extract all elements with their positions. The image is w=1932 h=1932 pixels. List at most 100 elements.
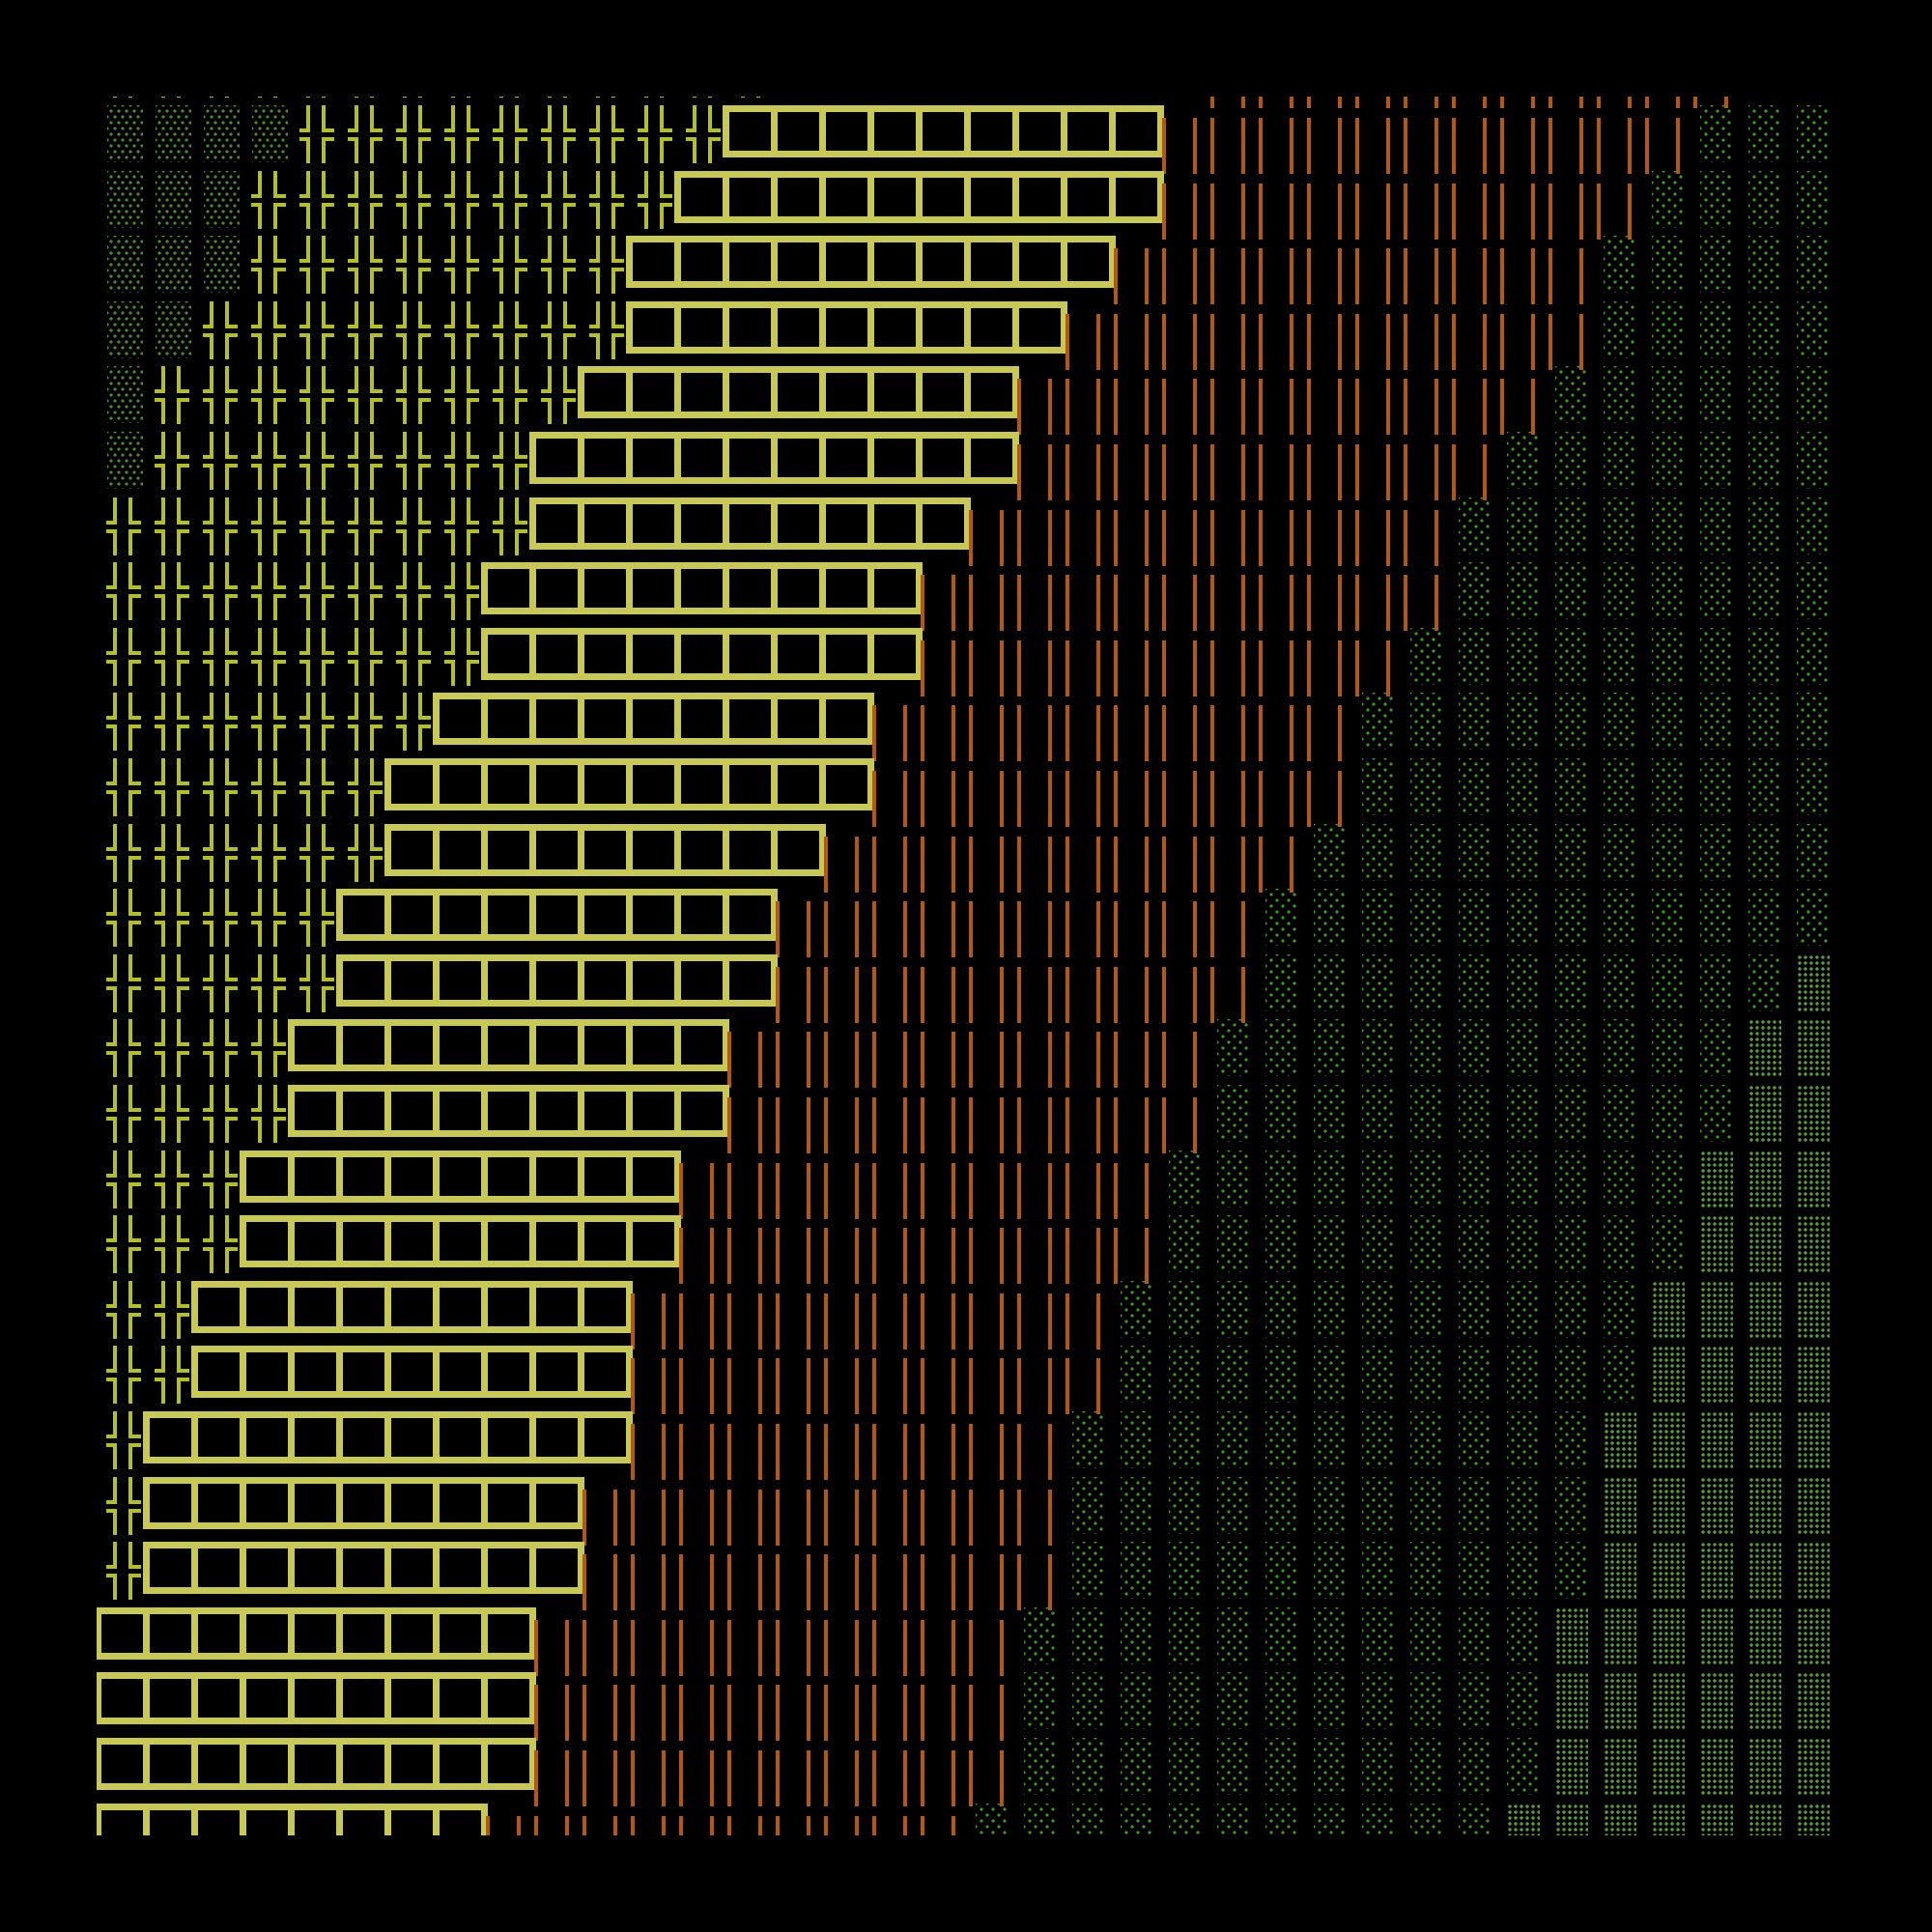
glyph-light: [1507, 624, 1555, 690]
glyph-box: [336, 1407, 396, 1473]
glyph-light: [1265, 951, 1314, 1016]
glyph-light: [1121, 1407, 1169, 1473]
glyph-orange: [824, 951, 879, 1023]
glyph-light: [1652, 167, 1700, 233]
glyph-orange: [534, 1604, 589, 1676]
glyph-box: [191, 1407, 251, 1473]
glyph-box: [916, 494, 976, 559]
glyph-orange: [1210, 820, 1265, 893]
glyph-orange: [727, 1604, 782, 1676]
glyph-light: [1362, 1800, 1410, 1835]
glyph-light: [1748, 820, 1797, 886]
glyph-orange: [1307, 558, 1362, 632]
glyph-orange: [1114, 298, 1169, 370]
glyph-orange: [776, 951, 831, 1023]
glyph-orange: [1162, 1015, 1217, 1089]
glyph-light: [1265, 1342, 1314, 1407]
glyph-box: [433, 1734, 493, 1800]
glyph-orange: [1355, 232, 1410, 305]
glyph-orange: [969, 754, 1024, 827]
glyph-orange: [1597, 167, 1652, 240]
glyph-row: [106, 428, 1835, 500]
glyph-light: [1410, 1407, 1459, 1473]
glyph-box: [240, 1734, 299, 1800]
glyph-box: [433, 689, 493, 754]
glyph-orange: [776, 1473, 831, 1546]
glyph-orange: [824, 1342, 879, 1415]
glyph-light: [1604, 1277, 1652, 1343]
glyph-light: [1072, 1407, 1121, 1473]
glyph-box: [674, 167, 734, 233]
glyph-orange: [1210, 624, 1265, 696]
glyph-orange: [921, 1015, 976, 1089]
glyph-orange: [679, 1668, 734, 1742]
glyph-light: [1121, 1473, 1169, 1539]
glyph-dense: [1748, 1211, 1797, 1277]
glyph-light: [1700, 494, 1748, 559]
glyph-box: [529, 1473, 589, 1539]
glyph-light: [1265, 1604, 1314, 1669]
glyph-orange: [872, 1147, 927, 1219]
glyph-orange: [824, 820, 879, 893]
glyph-box: [916, 428, 976, 494]
glyph-box: [481, 1734, 541, 1800]
glyph-light: [1700, 362, 1748, 428]
glyph-orange: [1017, 1015, 1072, 1089]
glyph-orange: [1162, 820, 1217, 893]
glyph-orange: [1355, 428, 1410, 500]
glyph-cross: [444, 101, 493, 167]
glyph-box: [578, 1342, 638, 1407]
glyph-orange: [727, 1342, 782, 1415]
glyph-box: [143, 1734, 203, 1800]
glyph-cross: [299, 362, 348, 428]
glyph-box: [529, 624, 589, 690]
glyph-box: [626, 362, 686, 428]
glyph-light: [1265, 1668, 1314, 1734]
glyph-orange: [727, 1147, 782, 1219]
glyph-cross: [155, 362, 203, 428]
glyph-light: [1797, 820, 1835, 886]
glyph-box: [240, 1604, 299, 1669]
glyph-shade: [155, 232, 203, 298]
glyph-cross: [203, 624, 251, 690]
glyph-orange: [727, 1015, 782, 1089]
glyph-orange: [727, 1800, 782, 1835]
glyph-light: [1555, 1277, 1604, 1343]
glyph-box: [1061, 167, 1121, 233]
glyph-orange: [631, 1407, 686, 1480]
glyph-row: [106, 754, 1835, 827]
glyph-orange: [1307, 689, 1362, 762]
glyph-shade: [106, 232, 155, 298]
glyph-cross: [251, 624, 299, 690]
glyph-light: [1700, 167, 1748, 233]
glyph-orange: [1355, 624, 1410, 696]
glyph-light: [1265, 1734, 1314, 1800]
glyph-orange: [921, 624, 976, 696]
glyph-orange: [921, 1342, 976, 1415]
glyph-orange: [679, 1342, 734, 1415]
glyph-orange: [969, 1473, 1024, 1546]
glyph-orange: [1162, 558, 1217, 632]
glyph-box: [481, 1015, 541, 1081]
glyph-light: [1217, 1342, 1265, 1407]
glyph-light: [1314, 1800, 1362, 1835]
glyph-cross: [348, 101, 396, 167]
glyph-box: [288, 1538, 348, 1604]
glyph-light: [1410, 1538, 1459, 1604]
glyph-orange: [921, 1604, 976, 1676]
glyph-cross: [348, 558, 396, 624]
glyph-light: [1652, 558, 1700, 624]
glyph-box: [191, 1800, 251, 1835]
glyph-cross: [299, 101, 348, 167]
glyph-light: [1410, 1015, 1459, 1081]
glyph-light: [1507, 820, 1555, 886]
glyph-box: [288, 1081, 348, 1147]
glyph-light: [1507, 428, 1555, 494]
glyph-light: [1362, 1277, 1410, 1343]
glyph-box: [674, 558, 734, 624]
glyph-cross: [251, 494, 299, 559]
glyph-light: [1217, 1211, 1265, 1277]
glyph-dense: [1797, 1407, 1835, 1473]
glyph-box: [819, 101, 879, 167]
glyph-box: [433, 820, 493, 886]
